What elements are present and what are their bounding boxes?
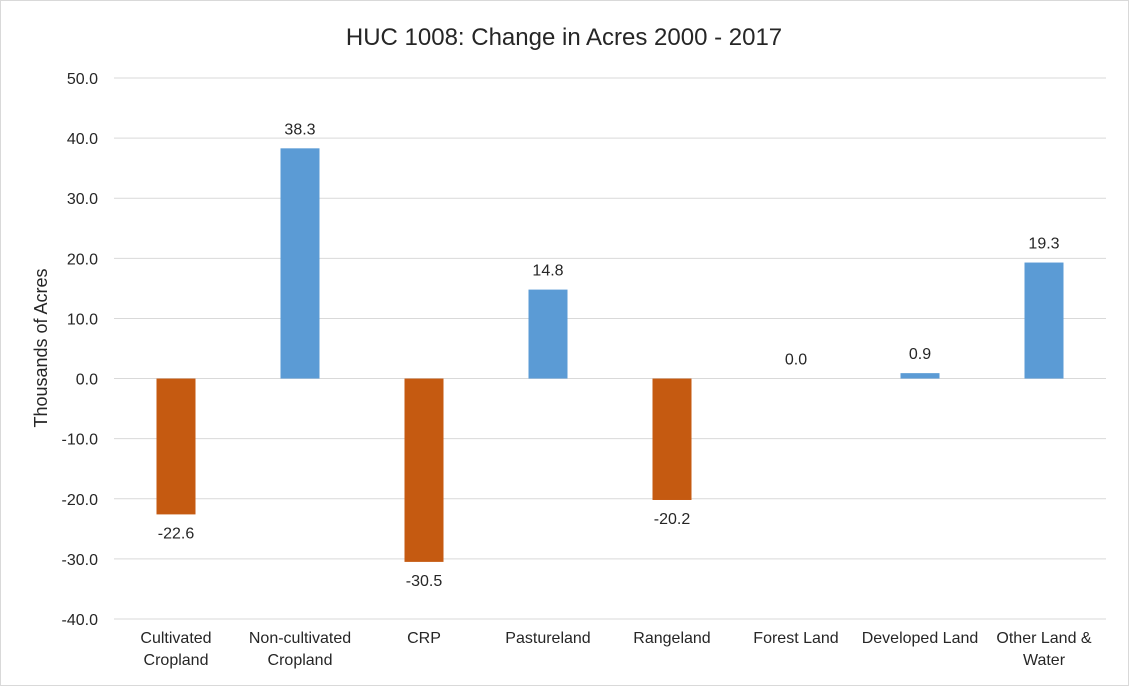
y-tick-label: -20.0 xyxy=(62,492,99,509)
y-axis-title: Thousands of Acres xyxy=(31,268,51,427)
y-tick-label: 0.0 xyxy=(76,372,98,389)
bar xyxy=(404,378,444,562)
y-tick-label: 40.0 xyxy=(67,131,98,148)
y-tick-label: -30.0 xyxy=(62,552,99,569)
x-category-label: CRP xyxy=(407,630,441,647)
x-category-label: Cultivated Cropland xyxy=(140,630,211,669)
y-tick-label: 20.0 xyxy=(67,251,98,268)
y-tick-label: 30.0 xyxy=(67,191,98,208)
data-labels: -22.6 38.3 -30.5 14.8 -20.2 0.0 0.9 19.3 xyxy=(158,121,1060,590)
x-axis-categories: Cultivated Cropland Non-cultivated Cropland… xyxy=(140,630,1091,669)
bar xyxy=(900,373,940,379)
data-label: 0.0 xyxy=(785,352,807,369)
chart-title: HUC 1008: Change in Acres 2000 - 2017 xyxy=(346,24,782,51)
bars xyxy=(156,148,1064,562)
y-tick-label: -40.0 xyxy=(62,612,99,629)
x-category-label: Developed Land xyxy=(862,630,979,647)
y-axis-ticks: 50.0 40.0 30.0 20.0 10.0 0.0 -10.0 -20.0 -30.0 -4… xyxy=(62,71,99,629)
data-label: -22.6 xyxy=(158,525,195,542)
bar xyxy=(156,378,196,515)
y-tick-label: -10.0 xyxy=(62,432,99,449)
data-label: 19.3 xyxy=(1028,236,1059,253)
data-label: -30.5 xyxy=(406,573,443,590)
x-category-label: Other Land & Water xyxy=(996,630,1092,669)
x-category-label: Forest Land xyxy=(753,630,838,647)
bar xyxy=(528,289,568,379)
y-tick-label: 50.0 xyxy=(67,71,98,88)
data-label: 0.9 xyxy=(909,346,931,363)
x-category-label: Non-cultivated Cropland xyxy=(249,630,351,669)
gridlines xyxy=(114,77,1106,620)
data-label: -20.2 xyxy=(654,511,691,528)
bar xyxy=(280,148,320,379)
x-category-label: Rangeland xyxy=(633,630,710,647)
y-tick-label: 10.0 xyxy=(67,311,98,328)
x-category-label: Pastureland xyxy=(505,630,590,647)
bar xyxy=(652,378,692,500)
bar xyxy=(1024,262,1064,379)
data-label: 38.3 xyxy=(284,121,315,138)
data-label: 14.8 xyxy=(532,263,563,280)
